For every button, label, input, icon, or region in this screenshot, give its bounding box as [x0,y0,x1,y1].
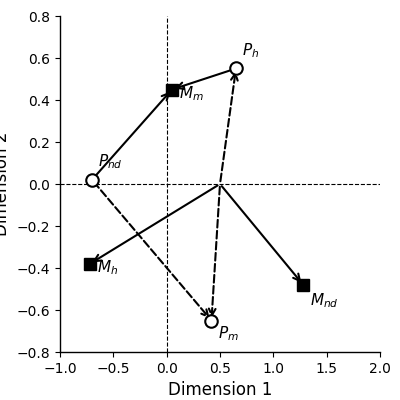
Y-axis label: Dimension 2: Dimension 2 [0,132,11,236]
Text: $P_m$: $P_m$ [218,325,239,343]
Text: $M_m$: $M_m$ [180,84,204,103]
Text: $M_h$: $M_h$ [97,259,118,277]
Text: $P_h$: $P_h$ [242,41,260,60]
Text: $P_{nd}$: $P_{nd}$ [98,153,123,171]
X-axis label: Dimension 1: Dimension 1 [168,381,272,399]
Text: $M_{nd}$: $M_{nd}$ [310,291,338,310]
